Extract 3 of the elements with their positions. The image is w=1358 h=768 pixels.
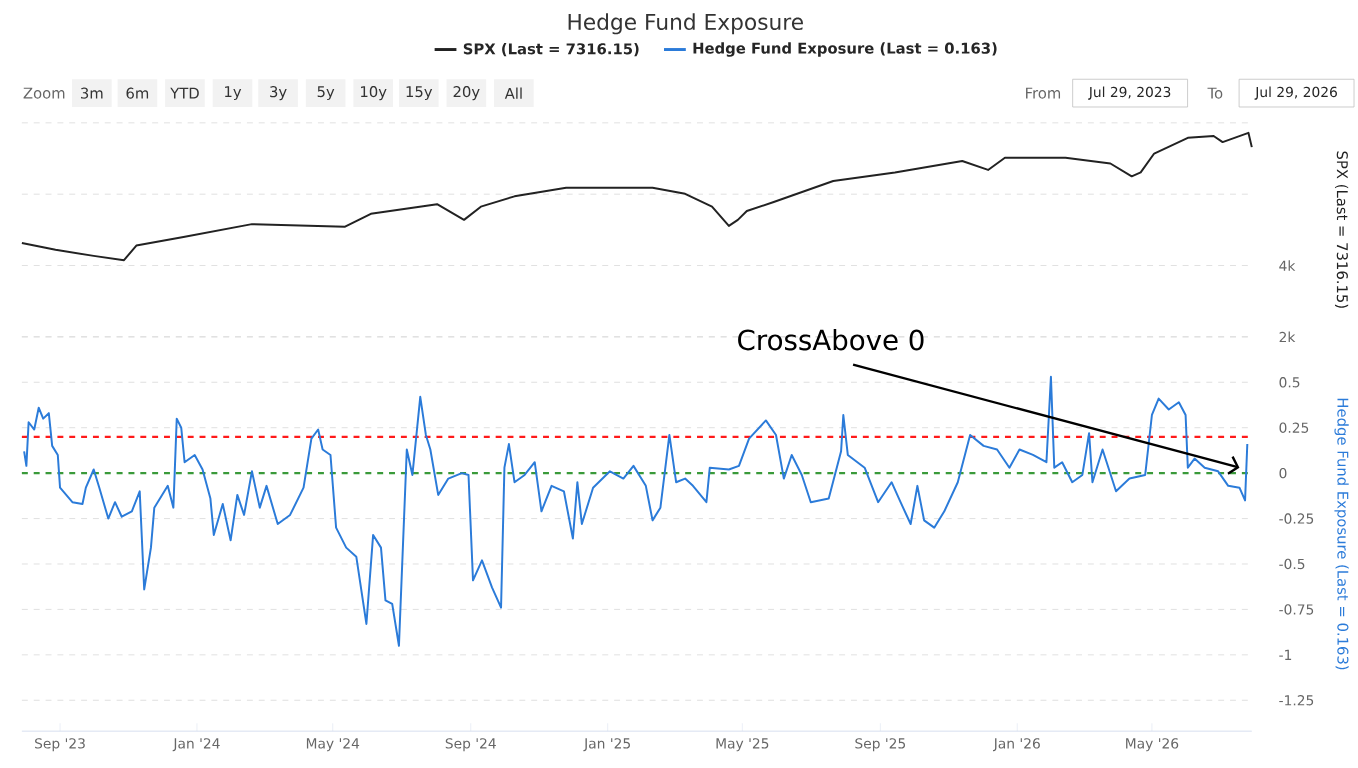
chart-title: Hedge Fund Exposure	[568, 12, 803, 34]
annotation: CrossAbove 0	[738, 328, 924, 350]
line-series	[23, 375, 1249, 647]
